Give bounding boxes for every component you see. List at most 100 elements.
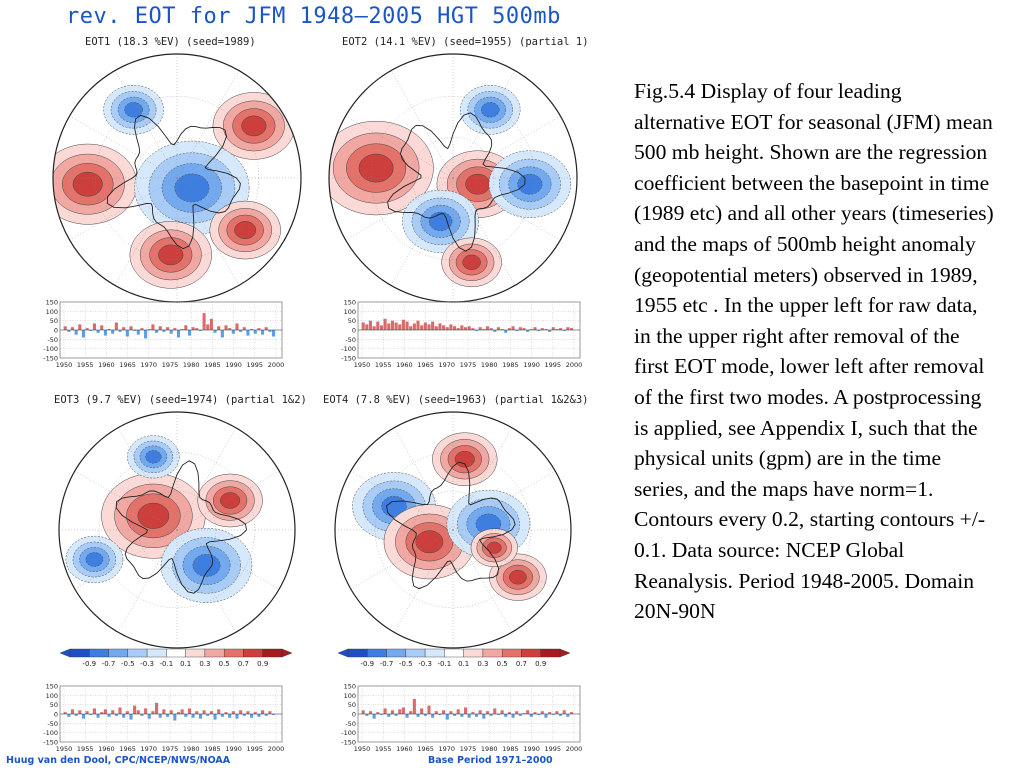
timeseries-bar (485, 326, 490, 330)
year-tick-label: 1980 (183, 361, 200, 369)
y-tick-label: 0 (352, 711, 356, 719)
timeseries-bar (416, 714, 420, 717)
colorbar-tick-label: 0.5 (497, 660, 508, 668)
timeseries-bar (515, 711, 519, 714)
timeseries-bar (500, 710, 504, 714)
timeseries-bar (85, 711, 89, 714)
timeseries-bar (74, 330, 78, 335)
timeseries-bar (67, 714, 71, 717)
timeseries-bar (231, 711, 235, 714)
timeseries-bar (482, 714, 486, 719)
timeseries-bar (173, 714, 177, 721)
timeseries-bar (493, 330, 497, 332)
timeseries-bar (409, 326, 413, 330)
timeseries-bar (100, 325, 104, 330)
timeseries-bar (187, 330, 192, 336)
timeseries-bar (522, 713, 526, 714)
year-tick-label: 1950 (56, 361, 73, 369)
anomaly-contour (241, 115, 267, 137)
timeseries-bar (231, 330, 235, 334)
timeseries-bar (144, 330, 148, 339)
timeseries-bar (522, 328, 526, 330)
year-tick-label: 1990 (523, 361, 540, 369)
timeseries-bar (74, 714, 78, 716)
year-tick-label: 1970 (141, 361, 158, 369)
y-tick-label: 0 (352, 327, 356, 335)
colorbar-swatch (127, 648, 148, 658)
timeseries-bar (184, 714, 188, 717)
timeseries-bar (390, 320, 394, 330)
timeseries-bar (511, 714, 515, 718)
timeseries-bar (100, 712, 104, 714)
eot4-label: EOT4 (7.8 %EV) (seed=1963) (partial 1&2&… (323, 394, 589, 406)
eot1-polar-map (52, 53, 302, 303)
timeseries-bar (191, 714, 195, 718)
timeseries-bar (140, 328, 144, 330)
timeseries-bar (129, 326, 133, 330)
timeseries-bar (239, 710, 243, 714)
timeseries-bar (548, 712, 552, 714)
timeseries-bar (405, 714, 409, 718)
anomaly-contour (145, 450, 162, 464)
year-tick-label: 1965 (417, 745, 434, 753)
year-tick-label: 1985 (204, 361, 221, 369)
timeseries-bar (63, 326, 67, 330)
timeseries-bar (206, 324, 210, 330)
timeseries-bar (453, 714, 457, 716)
timeseries-bar (246, 711, 250, 714)
timeseries-bar (566, 714, 570, 717)
y-tick-label: 50 (348, 701, 356, 709)
colorbar-tick-label: 0.9 (257, 660, 268, 668)
y-tick-label: 100 (344, 692, 356, 700)
timeseries-bar (89, 330, 93, 331)
timeseries-bar (242, 714, 246, 716)
timeseries-bar (155, 330, 159, 333)
timeseries-bar (485, 711, 490, 714)
timeseries-bar (559, 714, 563, 716)
colorbar-swatch (262, 648, 283, 658)
timeseries-bar (544, 329, 548, 330)
timeseries-bar (515, 330, 519, 331)
timeseries-bar (387, 714, 391, 717)
timeseries-bar (569, 712, 574, 714)
year-tick-label: 1995 (545, 745, 562, 753)
timeseries-bar (412, 323, 416, 330)
timeseries-bar (456, 709, 460, 714)
timeseries-bar (198, 330, 202, 331)
timeseries-bar (518, 327, 522, 330)
timeseries-bar (122, 714, 126, 718)
timeseries-bar (394, 714, 398, 716)
timeseries-bar (383, 318, 387, 330)
timeseries-bar (63, 712, 67, 714)
colorbar-tick-label: 0.9 (535, 660, 546, 668)
timeseries-bar (96, 330, 100, 333)
timeseries-bar (507, 712, 511, 714)
timeseries-bar (456, 328, 460, 330)
colorbar-swatch (463, 648, 484, 658)
timeseries-bar (533, 327, 537, 330)
timeseries-bar (474, 714, 479, 717)
timeseries-bar (140, 714, 144, 716)
timeseries-bar (365, 714, 369, 716)
year-tick-label: 2000 (566, 361, 583, 369)
timeseries-bar (526, 710, 530, 714)
timeseries-bar (264, 714, 268, 716)
timeseries-bar (147, 714, 151, 719)
timeseries-bar (504, 330, 508, 333)
timeseries-bar (445, 327, 449, 330)
timeseries-bar (206, 714, 210, 716)
timeseries-bar (463, 707, 468, 714)
timeseries-bar (202, 710, 206, 714)
timeseries-bar (257, 714, 261, 717)
colorbar-tick-label: -0.1 (438, 660, 452, 668)
y-tick-label: -150 (43, 739, 58, 747)
timeseries-bar (496, 327, 500, 330)
timeseries-bar (202, 313, 206, 330)
colorbar-swatch (243, 648, 263, 658)
timeseries-bar (235, 714, 239, 719)
timeseries-bar (209, 711, 213, 714)
timeseries-bar (111, 330, 115, 334)
eot4-polar-map (334, 411, 572, 649)
timeseries-bar (427, 705, 431, 714)
